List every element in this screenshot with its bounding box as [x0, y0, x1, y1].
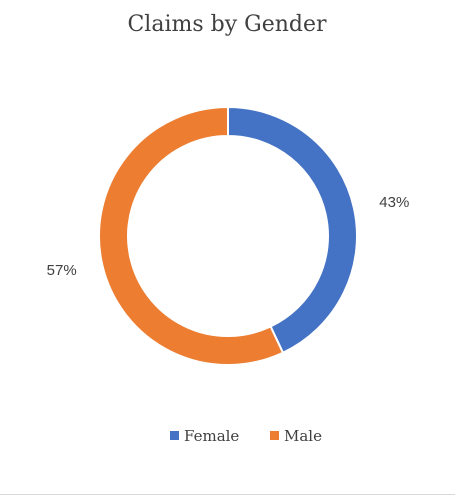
- donut-slices: [98, 105, 358, 366]
- data-label-male: 57%: [47, 262, 77, 279]
- legend-swatch-female: [170, 431, 179, 440]
- legend-item-female: Female: [170, 427, 239, 445]
- legend-label-female: Female: [184, 427, 239, 445]
- legend-item-male: Male: [270, 427, 322, 445]
- data-labels: 43% 57%: [47, 194, 410, 279]
- chart-title: Claims by Gender: [127, 12, 327, 37]
- legend: Female Male: [170, 427, 322, 445]
- slice-female: [227, 105, 358, 355]
- bottom-divider: [0, 494, 455, 495]
- legend-label-male: Male: [284, 427, 322, 445]
- slice-male: [98, 105, 285, 366]
- legend-swatch-male: [270, 431, 279, 440]
- data-label-female: 43%: [379, 194, 409, 211]
